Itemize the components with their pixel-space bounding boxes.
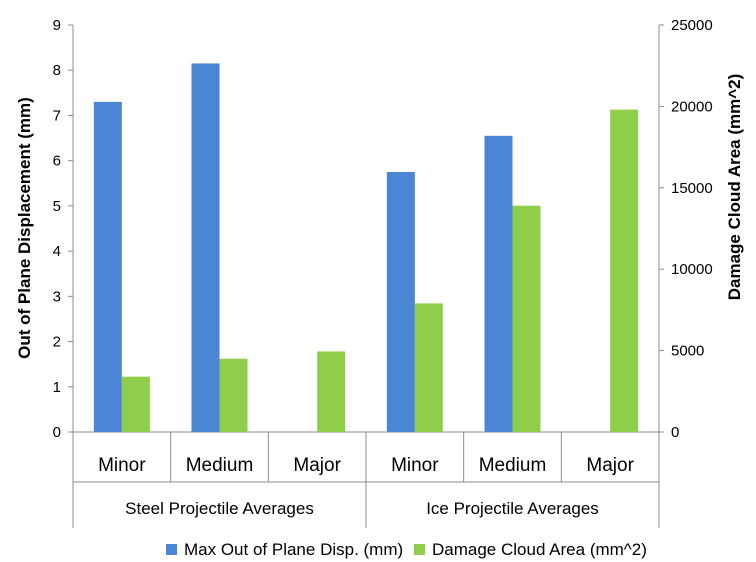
bar-damage-area	[121, 376, 150, 432]
y-tick-label: 4	[53, 243, 61, 260]
y2-tick-label: 10000	[671, 261, 713, 278]
legend: Max Out of Plane Disp. (mm) Damage Cloud …	[166, 540, 647, 559]
bar-damage-area	[512, 205, 541, 432]
y2-tick-label: 15000	[671, 180, 713, 197]
legend-swatch	[166, 544, 177, 555]
y-tick-label: 5	[53, 198, 61, 215]
x-group-label: Steel Projectile Averages	[125, 499, 314, 518]
y2-tick-label: 5000	[671, 343, 704, 360]
y2-tick-label: 0	[671, 424, 679, 441]
x-category-label: Medium	[186, 455, 254, 476]
axes	[68, 24, 664, 528]
bars	[93, 63, 639, 433]
x-group-label: Ice Projectile Averages	[426, 499, 599, 518]
bar-damage-area	[317, 351, 346, 432]
legend-label: Max Out of Plane Disp. (mm)	[184, 540, 403, 559]
bar-damage-area	[610, 109, 639, 432]
legend-label: Damage Cloud Area (mm^2)	[432, 540, 647, 559]
bar-damage-area	[219, 358, 248, 432]
x-category-label: Medium	[479, 455, 547, 476]
x-category-label: Minor	[98, 455, 146, 476]
y-tick-label: 6	[53, 153, 61, 170]
y-tick-label: 8	[53, 62, 61, 79]
y-tick-label: 3	[53, 288, 61, 305]
bar-displacement	[191, 63, 220, 432]
labels: 0 1 2 3 4 5 6 7 8 9 0 5000 10000 15000 20000 25000 Minor…	[53, 17, 713, 518]
y-tick-label: 2	[53, 334, 61, 351]
y2-tick-label: 25000	[671, 17, 713, 34]
y-tick-label: 9	[53, 17, 61, 34]
bar-displacement	[386, 171, 415, 432]
legend-swatch	[414, 544, 425, 555]
y-axis-label: Out of Plane Displacement (mm)	[15, 97, 34, 359]
bar-displacement	[484, 135, 513, 433]
x-category-label: Major	[293, 455, 341, 476]
bar-damage-area	[414, 303, 443, 432]
bar-displacement	[93, 101, 122, 432]
y2-axis-label: Damage Cloud Area (mm^2)	[725, 74, 744, 301]
y2-tick-label: 20000	[671, 98, 713, 115]
x-category-label: Minor	[391, 455, 439, 476]
x-category-label: Major	[586, 455, 634, 476]
y-tick-label: 1	[53, 379, 61, 396]
y-tick-label: 0	[53, 424, 61, 441]
y-tick-label: 7	[53, 107, 61, 124]
